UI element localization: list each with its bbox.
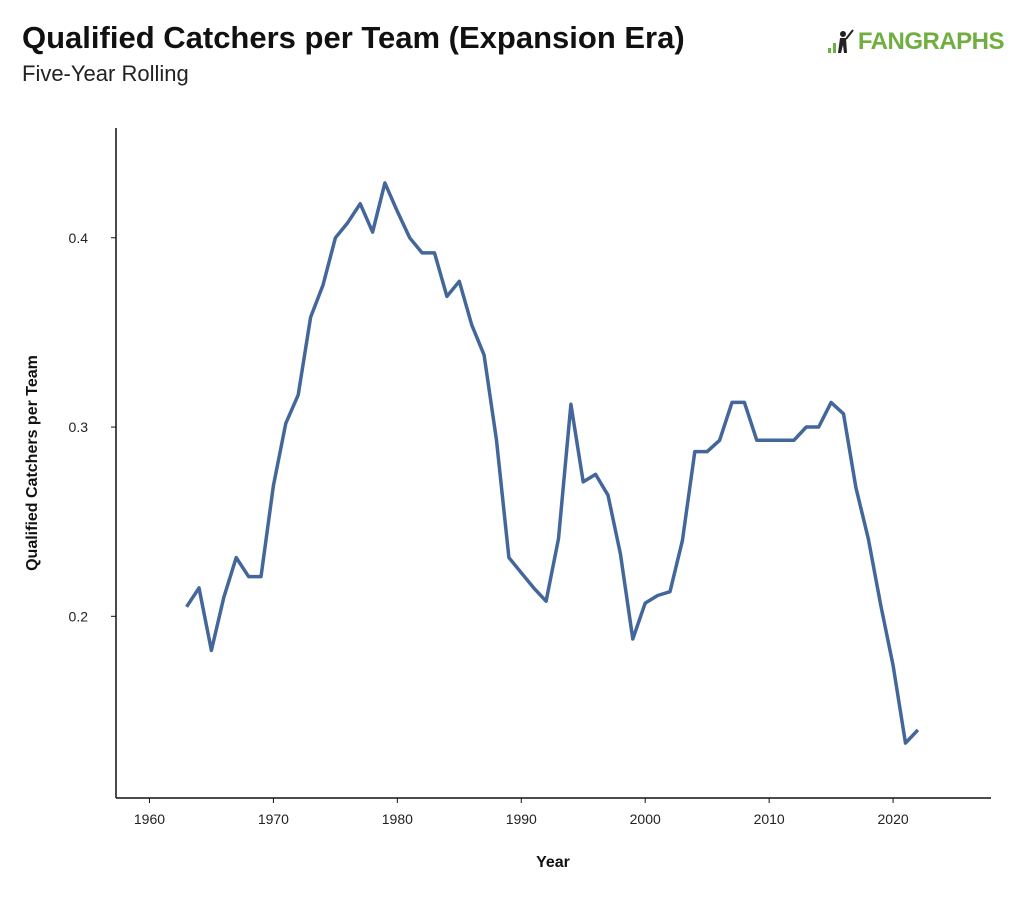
x-tick-label: 1990 — [506, 811, 537, 827]
chart-title: Qualified Catchers per Team (Expansion E… — [22, 20, 685, 55]
y-tick-label: 0.3 — [69, 419, 89, 435]
chart-subtitle: Five-Year Rolling — [22, 61, 189, 86]
batter-icon — [827, 29, 854, 53]
series-line — [185, 181, 920, 745]
y-axis-label: Qualified Catchers per Team — [24, 355, 41, 571]
x-tick-label: 1970 — [258, 811, 289, 827]
y-tick-label: 0.2 — [69, 608, 89, 624]
x-tick-label: 1980 — [382, 811, 413, 827]
x-tick-label: 2020 — [878, 811, 909, 827]
logo-text: FANGRAPHS — [857, 28, 1005, 55]
fangraphs-logo: FANGRAPHS — [827, 28, 1005, 56]
y-tick-label: 0.4 — [69, 230, 89, 246]
x-tick-label: 1960 — [134, 811, 165, 827]
x-tick-label: 2000 — [630, 811, 661, 827]
x-axis-label: Year — [536, 854, 570, 871]
x-tick-label: 2010 — [754, 811, 785, 827]
